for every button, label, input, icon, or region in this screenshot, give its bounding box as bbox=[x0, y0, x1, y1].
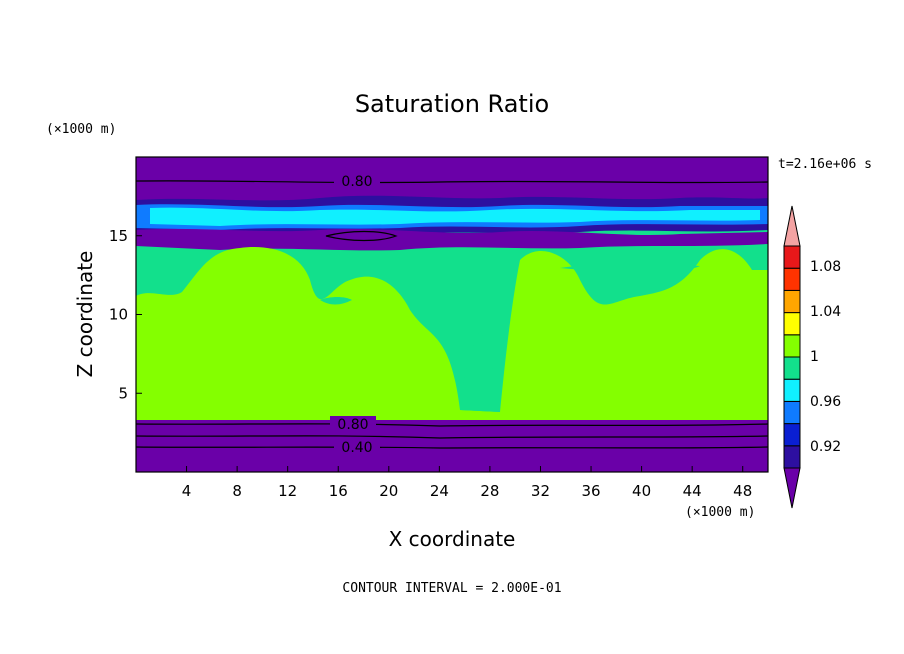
colorbar-swatch bbox=[783, 334, 801, 358]
contour-0-80-lower bbox=[136, 423, 768, 427]
colorbar-label: 1 bbox=[810, 349, 819, 365]
colorbar-label: 1.04 bbox=[810, 304, 841, 320]
contour-label-1: 0.80 bbox=[341, 174, 372, 190]
colorbar-swatch bbox=[783, 356, 801, 380]
x-tick-label: 12 bbox=[278, 482, 297, 500]
y-axis-ticks: 5 10 15 bbox=[109, 227, 142, 402]
x-tick-label: 28 bbox=[480, 482, 499, 500]
time-label: t=2.16e+06 s bbox=[778, 157, 872, 172]
x-tick-label: 16 bbox=[329, 482, 348, 500]
colorbar: 1.08 1.04 1 0.96 0.92 bbox=[783, 205, 841, 509]
contour-label-2: 0.80 bbox=[337, 417, 368, 433]
x-axis-label: X coordinate bbox=[389, 527, 516, 551]
x-tick-label: 36 bbox=[581, 482, 600, 500]
colorbar-swatch bbox=[783, 378, 801, 402]
y-tick-label: 5 bbox=[118, 384, 128, 402]
contour-interval-footer: CONTOUR INTERVAL = 2.000E-01 bbox=[342, 581, 561, 596]
field-lower-dry bbox=[136, 420, 768, 472]
contour-0-40-lower bbox=[136, 446, 768, 449]
colorbar-swatch bbox=[783, 400, 801, 425]
chart-title: Saturation Ratio bbox=[355, 90, 549, 118]
colorbar-under-triangle bbox=[783, 467, 801, 509]
contour-label-group: 0.80 0.80 0.40 bbox=[330, 172, 380, 456]
colorbar-swatch bbox=[783, 312, 801, 336]
x-tick-label: 20 bbox=[379, 482, 398, 500]
x-tick-label: 44 bbox=[683, 482, 702, 500]
x-unit-label: (×1000 m) bbox=[685, 505, 755, 520]
colorbar-swatch bbox=[783, 289, 801, 314]
y-tick-label: 15 bbox=[109, 227, 128, 245]
x-tick-label: 48 bbox=[733, 482, 752, 500]
x-tick-label: 40 bbox=[632, 482, 651, 500]
colorbar-label: 0.96 bbox=[810, 394, 841, 410]
colorbar-swatch bbox=[783, 245, 801, 269]
contour-lines bbox=[136, 180, 768, 449]
field-upper-dry bbox=[136, 157, 768, 201]
field-cloud-green bbox=[136, 247, 768, 420]
colorbar-label: 0.92 bbox=[810, 439, 841, 455]
y-unit-label: (×1000 m) bbox=[46, 122, 116, 137]
colorbar-label: 1.08 bbox=[810, 259, 841, 275]
field-band-cyan bbox=[150, 207, 760, 226]
x-tick-label: 4 bbox=[182, 482, 192, 500]
contour-0-60-lower bbox=[136, 435, 768, 439]
y-axis-label: Z coordinate bbox=[73, 251, 97, 378]
y-tick-label: 10 bbox=[109, 306, 128, 324]
colorbar-swatch bbox=[783, 267, 801, 291]
field-strip-15km bbox=[136, 228, 768, 251]
contour-label-3: 0.40 bbox=[341, 440, 372, 456]
x-axis-ticks: 4 8 12 16 20 24 28 32 36 40 44 48 bbox=[182, 466, 752, 500]
colorbar-over-triangle bbox=[783, 205, 801, 247]
colorbar-swatch bbox=[783, 445, 801, 469]
contour-lens-15km bbox=[325, 230, 398, 242]
x-tick-label: 8 bbox=[232, 482, 242, 500]
colorbar-swatch bbox=[783, 423, 801, 447]
x-tick-label: 32 bbox=[531, 482, 550, 500]
x-tick-label: 24 bbox=[430, 482, 449, 500]
plot-area bbox=[136, 157, 768, 472]
contour-0-80-upper bbox=[136, 180, 768, 184]
